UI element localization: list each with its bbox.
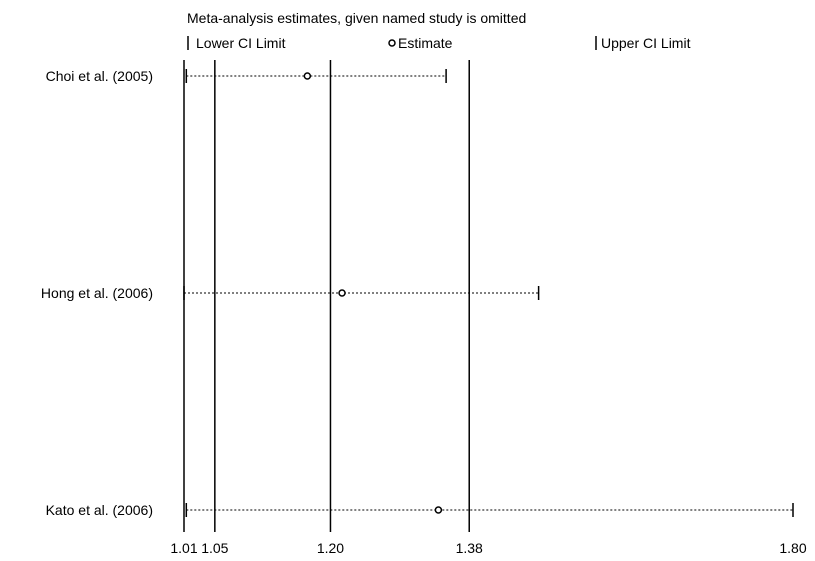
study-rows: Choi et al. (2005) Hong et al. (2006) Kato… bbox=[41, 68, 794, 518]
estimate-marker bbox=[434, 506, 443, 514]
x-tick-label-1.05: 1.05 bbox=[201, 540, 228, 556]
study-row: Choi et al. (2005) bbox=[46, 68, 447, 84]
reference-lines bbox=[183, 60, 470, 532]
estimate-marker bbox=[303, 72, 312, 80]
estimate-marker bbox=[338, 289, 346, 297]
x-tick-label-1.80: 1.80 bbox=[779, 540, 806, 556]
study-label: Kato et al. (2006) bbox=[46, 502, 153, 518]
x-tick-label-1.20: 1.20 bbox=[317, 540, 344, 556]
study-label: Choi et al. (2005) bbox=[46, 68, 153, 84]
x-tick-label-1.01: 1.01 bbox=[170, 540, 197, 556]
legend-estimate-marker bbox=[388, 39, 396, 47]
chart-title: Meta-analysis estimates, given named stu… bbox=[187, 10, 526, 26]
study-row: Kato et al. (2006) bbox=[46, 502, 794, 518]
legend-estimate-label: Estimate bbox=[398, 35, 453, 51]
study-row: Hong et al. (2006) bbox=[41, 285, 540, 301]
x-axis-ticks: 1.01 1.05 1.20 1.38 1.80 bbox=[170, 540, 806, 556]
legend-upper-label: Upper CI Limit bbox=[601, 35, 691, 51]
legend-lower-label: Lower CI Limit bbox=[196, 35, 286, 51]
x-tick-label-1.38: 1.38 bbox=[456, 540, 483, 556]
legend: Lower CI Limit Estimate Upper CI Limit bbox=[187, 35, 691, 51]
study-label: Hong et al. (2006) bbox=[41, 285, 153, 301]
